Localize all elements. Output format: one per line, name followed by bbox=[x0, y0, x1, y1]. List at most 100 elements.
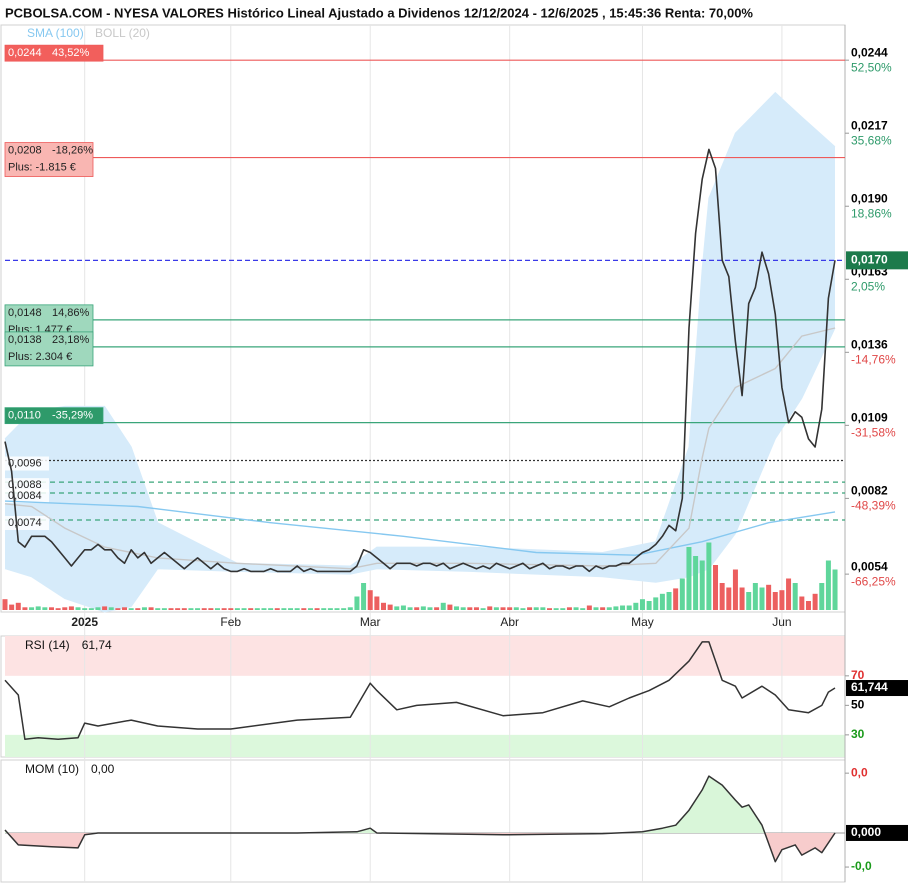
volume-bar bbox=[772, 592, 778, 610]
level-label: 0,0110 bbox=[8, 410, 41, 422]
volume-bar bbox=[713, 565, 719, 610]
volume-bar bbox=[686, 547, 692, 610]
bollinger-upper bbox=[4, 91, 836, 567]
volume-bar bbox=[288, 608, 294, 610]
volume-bar bbox=[208, 608, 214, 610]
volume-bar bbox=[646, 601, 652, 610]
volume-bar bbox=[434, 607, 440, 610]
volume-bar bbox=[454, 606, 460, 610]
x-tick-label: Abr bbox=[500, 615, 519, 629]
level-label-bg bbox=[5, 478, 49, 493]
overlay-line bbox=[4, 327, 836, 570]
level-label: 0,0074 bbox=[8, 517, 42, 529]
volume-bar bbox=[234, 608, 240, 610]
volume-bar bbox=[520, 608, 526, 610]
volume-bar bbox=[301, 608, 307, 610]
y-tick-label: 0,0 bbox=[851, 765, 868, 779]
legend-entry: SMA (100) bbox=[27, 26, 84, 40]
volume-bar bbox=[493, 607, 499, 610]
volume-bar bbox=[673, 588, 679, 610]
volume-bar bbox=[620, 605, 626, 610]
volume-bar bbox=[467, 607, 473, 610]
level-box bbox=[4, 407, 104, 425]
level-label-bg bbox=[5, 488, 49, 503]
volume-bar bbox=[739, 587, 745, 610]
y-tick-label: -0,0 bbox=[851, 859, 872, 873]
indicator-title: RSI (14) bbox=[25, 638, 70, 652]
volume-bar bbox=[168, 608, 174, 610]
x-tick-label: 2025 bbox=[71, 615, 98, 629]
volume-bar bbox=[361, 583, 367, 610]
y-tick-label: 0,0244 bbox=[851, 45, 888, 59]
band-layer bbox=[4, 91, 836, 862]
volume-bar bbox=[540, 607, 546, 610]
volume-bar bbox=[513, 607, 519, 610]
volume-bar bbox=[128, 608, 134, 610]
volume-bar bbox=[613, 606, 619, 610]
y-tick-label: 0,0217 bbox=[851, 118, 888, 132]
volume-bar bbox=[175, 608, 181, 610]
volume-bar bbox=[341, 608, 347, 610]
volume-bar bbox=[447, 604, 453, 610]
volume-bar bbox=[639, 599, 645, 610]
volume-bar bbox=[2, 599, 8, 610]
volume-bar bbox=[115, 608, 121, 610]
volume-bar bbox=[108, 607, 114, 610]
y-tick-change: -66,25% bbox=[851, 574, 896, 588]
volume-bar bbox=[201, 608, 207, 610]
y-tick-label: 30 bbox=[851, 727, 865, 741]
volume-bar bbox=[214, 608, 220, 610]
volume-bar bbox=[586, 605, 592, 610]
volume-bar bbox=[188, 608, 194, 610]
volume-bar bbox=[387, 604, 393, 610]
y-tick-label: 0,0109 bbox=[851, 411, 888, 425]
y-tick-change: 2,05% bbox=[851, 279, 885, 293]
volume-bar bbox=[606, 607, 612, 610]
level-extra: Plus: -1.815 € bbox=[8, 161, 76, 173]
volume-bar bbox=[766, 584, 772, 610]
volume-bar bbox=[82, 608, 88, 610]
volume-bar bbox=[799, 596, 805, 610]
y-tick-change: -48,39% bbox=[851, 499, 896, 513]
level-note: 43,52% bbox=[52, 47, 90, 59]
y-tick-label: 0,0082 bbox=[851, 484, 888, 498]
indicator-title: MOM (10) bbox=[25, 762, 79, 776]
volume-bar bbox=[367, 590, 373, 610]
volume-bar bbox=[248, 608, 254, 610]
volume-bar bbox=[487, 606, 493, 610]
legend-entry: BOLL (20) bbox=[95, 26, 150, 40]
volume-bar bbox=[102, 606, 108, 610]
volume-bar bbox=[221, 608, 227, 610]
volume-bar bbox=[62, 607, 68, 610]
value-box-label: 61,744 bbox=[851, 680, 888, 694]
volume-bar bbox=[181, 608, 187, 610]
level-label-bg bbox=[5, 456, 49, 471]
y-tick-change: 35,68% bbox=[851, 133, 892, 147]
volume-bar bbox=[746, 592, 752, 610]
x-tick-label: May bbox=[631, 615, 654, 629]
volume-bar bbox=[400, 605, 406, 610]
volume-bar bbox=[547, 608, 553, 610]
volume-bar bbox=[699, 560, 705, 610]
volume-bar bbox=[832, 569, 838, 610]
volume-bar bbox=[593, 607, 599, 610]
volume-bar bbox=[261, 608, 267, 610]
y-tick-label: 50 bbox=[851, 698, 865, 712]
indicator-value: 61,74 bbox=[82, 638, 112, 652]
level-label: 0,0244 bbox=[8, 47, 42, 59]
value-box-label: 0,000 bbox=[851, 825, 881, 839]
volume-bar bbox=[48, 607, 54, 610]
volume-bar bbox=[659, 593, 665, 610]
level-label: 0,0208 bbox=[8, 144, 42, 156]
volume-bar bbox=[653, 597, 659, 610]
volume-bar bbox=[321, 608, 327, 610]
price-line bbox=[4, 641, 836, 741]
levels-layer: 0,0244 43,52% 0,0208 -18,26% Plus: -1.815 € 0… bbox=[4, 44, 845, 531]
volume-bar bbox=[580, 608, 586, 610]
bollinger-lower bbox=[4, 327, 836, 613]
volume-bar bbox=[88, 608, 94, 610]
volume-bar bbox=[268, 608, 274, 610]
volume-bar bbox=[726, 587, 732, 610]
